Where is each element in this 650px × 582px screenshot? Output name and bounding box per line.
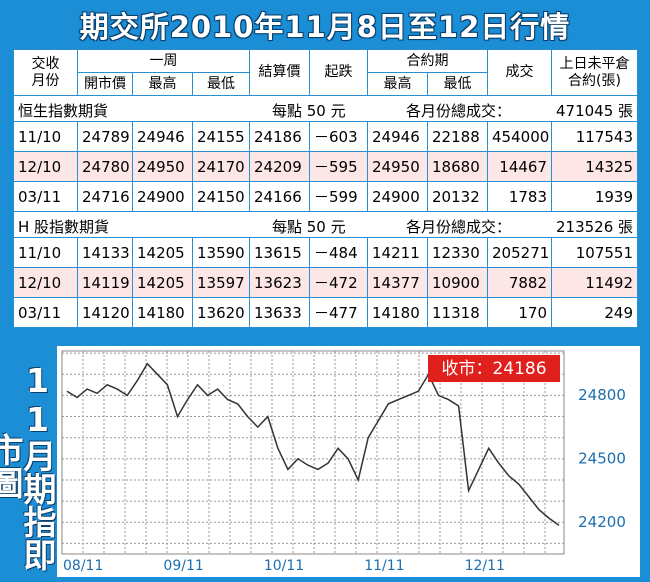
section-cell: 恒生指數期貨 每點 50 元 各月份總成交： 471045 張 xyxy=(12,95,639,122)
data-cell: 170 xyxy=(487,297,553,328)
data-cell: 24155 xyxy=(191,121,251,152)
data-cell: 03/11 xyxy=(13,297,78,328)
price-line xyxy=(66,362,560,526)
data-cell: 13633 xyxy=(249,297,311,328)
data-cell: 24900 xyxy=(367,181,429,212)
header-cell: 一周 xyxy=(76,49,251,73)
section-cell: H 股指數期貨 每點 50 元 各月份總成交： 213526 張 xyxy=(12,211,639,238)
data-cell: 249 xyxy=(551,297,639,328)
header-cell: 成交 xyxy=(487,49,553,96)
header-cell: 最高 xyxy=(132,72,193,96)
data-cell: 11/10 xyxy=(13,237,78,268)
header-cell: 上日未平倉 合約(張) xyxy=(551,49,639,96)
data-cell: －595 xyxy=(309,151,369,182)
data-cell: 11318 xyxy=(427,297,489,328)
data-row: 03/11 24716 24900 24150 24166 －599 24900 20132 1… xyxy=(13,181,639,212)
header-cell: 交收 月份 xyxy=(13,49,78,96)
data-cell: －603 xyxy=(309,121,369,152)
data-cell: 1783 xyxy=(487,181,553,212)
data-row: 11/10 14133 14205 13590 13615 －484 14211 12330 2… xyxy=(13,237,639,268)
data-cell: 107551 xyxy=(551,237,639,268)
data-cell: 13623 xyxy=(249,267,311,298)
data-cell: 13620 xyxy=(191,297,251,328)
data-cell: －599 xyxy=(309,181,369,212)
x-tick-label: 12/11 xyxy=(465,558,505,574)
title: 期交所2010年11月8日至12日行情 xyxy=(79,10,571,44)
data-cell: 24716 xyxy=(77,181,133,212)
data-cell: 24209 xyxy=(249,151,311,182)
data-cell: 18680 xyxy=(427,151,489,182)
quote-table: 交收 月份 一周 結算價 起跌 合約期 成交 上日未平倉 合約(張) 開市價 最高 最低 最高 最低 恒生指… xyxy=(12,49,639,328)
section-total: 471045 張 xyxy=(555,102,634,120)
data-cell: 24186 xyxy=(249,121,311,152)
section-row: H 股指數期貨 每點 50 元 各月份總成交： 213526 張 xyxy=(12,211,639,238)
header-text: 月份 xyxy=(31,72,60,89)
data-cell: 14180 xyxy=(132,297,193,328)
data-cell: －472 xyxy=(309,267,369,298)
data-cell: 13597 xyxy=(191,267,251,298)
y-tick-label: 24500 xyxy=(578,449,626,467)
section-row: 恒生指數期貨 每點 50 元 各月份總成交： 471045 張 xyxy=(12,95,639,122)
data-row: 11/10 24789 24946 24155 24186 －603 24946 22188 4… xyxy=(13,121,639,152)
data-cell: 24946 xyxy=(367,121,429,152)
data-cell: 454000 xyxy=(487,121,553,152)
header-text: 合約(張) xyxy=(568,72,621,89)
close-box xyxy=(428,355,560,382)
section-unit: 每點 50 元 xyxy=(272,218,346,236)
data-cell: 10900 xyxy=(427,267,489,298)
data-cell: 14205 xyxy=(132,237,193,268)
data-cell: 12/10 xyxy=(13,267,78,298)
y-tick-label: 24200 xyxy=(578,513,626,531)
data-cell: 14180 xyxy=(367,297,429,328)
data-cell: 14133 xyxy=(77,237,133,268)
data-cell: 14205 xyxy=(132,267,193,298)
x-tick-label: 11/11 xyxy=(364,558,404,574)
header-text: 交收 xyxy=(31,55,60,72)
section-total: 213526 張 xyxy=(555,218,634,236)
side-title: 11月期指即市圖 xyxy=(0,361,57,571)
header-cell: 結算價 xyxy=(249,49,311,96)
data-cell: 14467 xyxy=(487,151,553,182)
data-cell: 24170 xyxy=(191,151,251,182)
section-total-label: 各月份總成交： xyxy=(406,102,512,120)
data-cell: 24789 xyxy=(77,121,133,152)
section-unit: 每點 50 元 xyxy=(272,102,346,120)
x-tick-label: 08/11 xyxy=(63,558,103,574)
data-cell: 20132 xyxy=(427,181,489,212)
data-row: 12/10 24780 24950 24170 24209 －595 24950 18680 1… xyxy=(13,151,639,182)
data-cell: 14120 xyxy=(77,297,133,328)
section-name: H 股指數期貨 xyxy=(18,218,110,236)
section-name: 恒生指數期貨 xyxy=(18,102,109,120)
close-label: 收市：24186 xyxy=(441,359,546,379)
data-row: 12/10 14119 14205 13597 13623 －472 14377 10900 7… xyxy=(13,267,639,298)
data-cell: 7882 xyxy=(487,267,553,298)
y-tick-label: 24800 xyxy=(578,386,626,404)
header-text: 上日未平倉 xyxy=(559,55,630,72)
data-cell: 24780 xyxy=(77,151,133,182)
data-cell: 24900 xyxy=(132,181,193,212)
data-cell: 11492 xyxy=(551,267,639,298)
x-tick-label: 10/11 xyxy=(264,558,304,574)
data-cell: 12/10 xyxy=(13,151,78,182)
header-row: 交收 月份 一周 結算價 起跌 合約期 成交 上日未平倉 合約(張) xyxy=(13,49,639,96)
x-tick-label: 09/11 xyxy=(163,558,203,574)
data-cell: 205271 xyxy=(487,237,553,268)
data-cell: 12330 xyxy=(427,237,489,268)
data-cell: 13615 xyxy=(249,237,311,268)
data-cell: 1939 xyxy=(551,181,639,212)
data-cell: 24950 xyxy=(132,151,193,182)
data-cell: 14325 xyxy=(551,151,639,182)
data-cell: 117543 xyxy=(551,121,639,152)
header-cell: 最低 xyxy=(427,72,489,96)
data-row: 03/11 14120 14180 13620 13633 －477 14180 11318 1… xyxy=(13,297,639,328)
section-total-label: 各月份總成交： xyxy=(406,218,512,236)
data-cell: 13590 xyxy=(191,237,251,268)
data-cell: 24150 xyxy=(191,181,251,212)
